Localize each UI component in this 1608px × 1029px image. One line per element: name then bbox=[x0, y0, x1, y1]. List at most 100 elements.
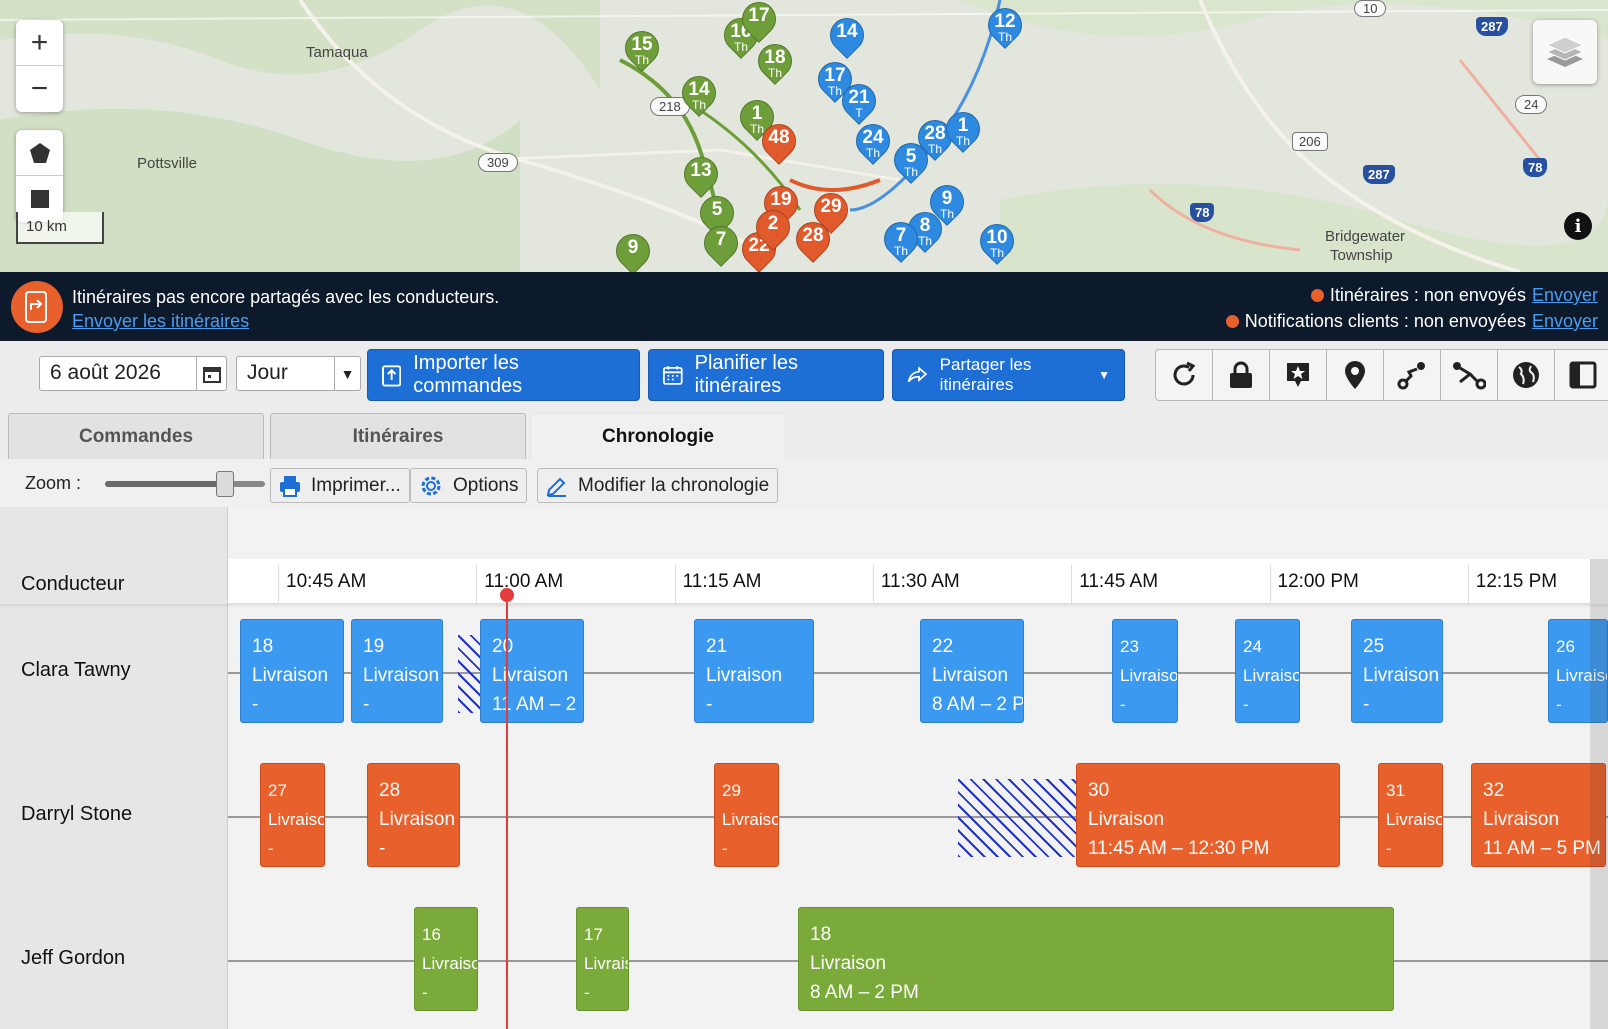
calendar-icon[interactable] bbox=[196, 357, 226, 390]
route-stop-pin[interactable]: 19 bbox=[756, 178, 806, 228]
tab-chronologie[interactable]: Chronologie bbox=[530, 413, 786, 459]
route-stop-pin[interactable]: 24 Th bbox=[848, 116, 898, 166]
route-stop-pin[interactable]: 48 bbox=[754, 116, 804, 166]
stop-block[interactable]: 25 Livraison - bbox=[1351, 619, 1443, 723]
route-stop-pin[interactable]: 1 Th bbox=[938, 104, 988, 154]
route-stop-pin[interactable]: 12 Th bbox=[980, 0, 1030, 50]
driver-name[interactable]: Clara Tawny bbox=[21, 659, 131, 681]
route-stop-pin[interactable]: 17 bbox=[734, 0, 784, 44]
route-stop-pin[interactable]: 5 Th bbox=[886, 135, 936, 185]
map-view[interactable]: Tamaqua Pottsville Bridgewater Township … bbox=[0, 0, 1608, 272]
stop-type: Livraison bbox=[1386, 810, 1442, 829]
zoom-slider[interactable] bbox=[105, 481, 265, 487]
send-routes-button[interactable]: Envoyer bbox=[1531, 285, 1598, 305]
stop-window: 11 AM – 5 PM bbox=[1483, 838, 1601, 859]
route-stop-pin[interactable]: 15 Th bbox=[617, 23, 667, 73]
stop-block[interactable]: 20 Livraison 11 AM – 2 P bbox=[480, 619, 584, 723]
stop-block[interactable]: 24 Livraison - bbox=[1235, 619, 1300, 723]
current-time-marker bbox=[500, 588, 514, 602]
route-stop-pin[interactable]: 17 Th bbox=[810, 54, 860, 104]
route-stop-pin[interactable]: 14 bbox=[822, 10, 872, 60]
zoom-slider-handle[interactable] bbox=[216, 471, 234, 497]
info-icon[interactable]: i bbox=[1564, 212, 1592, 240]
route-stop-pin[interactable]: 5 bbox=[692, 188, 742, 238]
stop-block[interactable]: 18 Livraison - bbox=[240, 619, 344, 723]
stop-block[interactable]: 27 Livraison - bbox=[260, 763, 325, 867]
route-stop-pin[interactable]: 9 Th bbox=[922, 177, 972, 227]
route-stop-pin[interactable]: 7 Th bbox=[876, 214, 926, 264]
route-stop-pin[interactable]: 1 Th bbox=[732, 92, 782, 142]
tab-commandes[interactable]: Commandes bbox=[8, 413, 264, 459]
refresh-button[interactable] bbox=[1155, 349, 1213, 401]
caret-down-icon: ▼ bbox=[1098, 368, 1110, 382]
stop-window: - bbox=[722, 839, 728, 858]
edit-timeline-button[interactable]: Modifier la chronologie bbox=[537, 468, 779, 503]
time-tick-line bbox=[872, 565, 874, 604]
stop-block[interactable]: 19 Livraison - bbox=[351, 619, 443, 723]
options-button[interactable]: Options bbox=[410, 468, 528, 503]
route-stop-pin[interactable]: 2 bbox=[748, 202, 798, 252]
route-stop-pin[interactable]: 14 Th bbox=[674, 68, 724, 118]
main-toolbar: 6 août 2026 Jour ▼ Importer les commande… bbox=[0, 341, 1608, 409]
driver-name[interactable]: Darryl Stone bbox=[21, 803, 133, 825]
routes-status-text: Itinéraires : non envoyés bbox=[1329, 285, 1526, 305]
route-stop-pin[interactable]: 18 Th bbox=[750, 36, 800, 86]
stop-block[interactable]: 22 Livraison 8 AM – 2 P bbox=[920, 619, 1024, 723]
layers-button[interactable] bbox=[1533, 20, 1597, 84]
stop-block[interactable]: 28 Livraison - bbox=[367, 763, 460, 867]
zoom-out-button[interactable]: − bbox=[30, 72, 49, 105]
stop-block[interactable]: 23 Livraison - bbox=[1112, 619, 1178, 723]
draw-rectangle-button[interactable] bbox=[16, 176, 63, 222]
driver-name[interactable]: Jeff Gordon bbox=[21, 947, 126, 969]
send-notifications-button[interactable]: Envoyer bbox=[1531, 311, 1598, 331]
interstate-shield: 287 bbox=[1476, 17, 1508, 36]
draw-polygon-button[interactable] bbox=[16, 130, 63, 176]
import-orders-button[interactable]: Importer les commandes bbox=[367, 349, 640, 401]
stop-block[interactable]: 29 Livraison - bbox=[714, 763, 779, 867]
stop-num: 19 bbox=[363, 636, 385, 657]
bookmark-button[interactable] bbox=[1269, 349, 1327, 401]
stop-window: - bbox=[1243, 695, 1249, 714]
time-tick-line bbox=[1269, 565, 1271, 604]
stop-block[interactable]: 26 Livraison - bbox=[1548, 619, 1608, 723]
stop-block[interactable]: 31 Livraison - bbox=[1378, 763, 1443, 867]
route-stop-pin[interactable]: 13 bbox=[676, 149, 726, 199]
stop-block[interactable]: 16 Livraison - bbox=[414, 907, 478, 1011]
route-stop-pin[interactable]: 10 Th bbox=[972, 216, 1022, 266]
stop-block[interactable]: 17 Livraison - bbox=[576, 907, 629, 1011]
route-stop-pin[interactable]: 28 Th bbox=[910, 112, 960, 162]
stop-block[interactable]: 18 Livraison 8 AM – 2 PM bbox=[798, 907, 1394, 1011]
location-button[interactable] bbox=[1326, 349, 1384, 401]
stop-type: Livraison bbox=[379, 809, 456, 830]
date-picker[interactable]: 6 août 2026 bbox=[39, 356, 227, 391]
plan-routes-button[interactable]: Planifier les itinéraires bbox=[648, 349, 884, 401]
time-tick-line bbox=[278, 565, 279, 604]
stop-block[interactable]: 30 Livraison 11:45 AM – 12:30 PM bbox=[1076, 763, 1340, 867]
lock-button[interactable] bbox=[1212, 349, 1270, 401]
view-select[interactable]: Jour ▼ bbox=[236, 356, 361, 391]
route-stop-pin[interactable]: 7 bbox=[696, 218, 746, 268]
send-routes-link[interactable]: Envoyer les itinéraires bbox=[72, 311, 250, 331]
globe-button[interactable] bbox=[1497, 349, 1555, 401]
route-stop-pin[interactable]: 28 bbox=[788, 214, 838, 264]
wait-time-block bbox=[458, 635, 484, 713]
route-stop-pin[interactable]: 9 bbox=[608, 226, 658, 272]
share-routes-button[interactable]: Partager les itinéraires ▼ bbox=[892, 349, 1125, 401]
route-stop-pin[interactable]: 29 bbox=[806, 185, 856, 235]
panel-icon bbox=[1569, 361, 1597, 389]
stop-block[interactable]: 32 Livraison 11 AM – 5 PM bbox=[1471, 763, 1606, 867]
route-button[interactable] bbox=[1383, 349, 1441, 401]
stop-block[interactable]: 21 Livraison - bbox=[694, 619, 814, 723]
stop-window: - bbox=[1386, 839, 1392, 858]
route-branch-button[interactable] bbox=[1440, 349, 1498, 401]
zoom-in-button[interactable]: + bbox=[16, 20, 63, 66]
stop-num: 16 bbox=[422, 925, 441, 944]
panel-toggle-button[interactable] bbox=[1554, 349, 1608, 401]
draw-controls bbox=[16, 130, 63, 222]
tab-itineraires[interactable]: Itinéraires bbox=[270, 413, 526, 459]
route-stop-pin[interactable]: 21 T bbox=[834, 76, 884, 126]
place-label: Bridgewater bbox=[1325, 228, 1406, 245]
route-stop-pin[interactable]: 8 Th bbox=[900, 204, 950, 254]
stop-type: Livraison bbox=[1088, 809, 1165, 830]
print-button[interactable]: Imprimer... bbox=[270, 468, 410, 503]
